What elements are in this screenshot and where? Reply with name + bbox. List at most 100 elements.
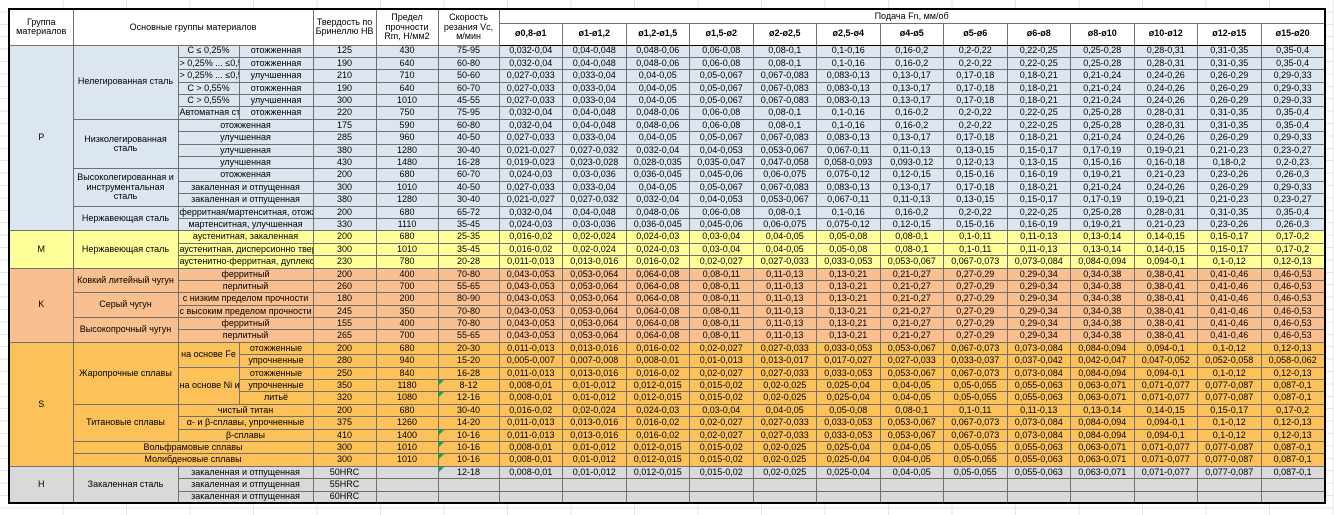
speed-cell[interactable]: 55-65 bbox=[437, 279, 500, 294]
feed-cell[interactable]: 0,13-0,14 bbox=[1070, 403, 1135, 418]
subgroup-cell[interactable]: на основе Ni и Co bbox=[177, 366, 240, 405]
feed-cell[interactable]: 0,012-0,015 bbox=[625, 453, 691, 467]
feed-cell[interactable]: 0,16-0,2 bbox=[879, 205, 945, 219]
feed-cell[interactable]: 0,067-0,073 bbox=[943, 255, 1008, 269]
feed-cell[interactable]: 0,06-0,08 bbox=[689, 44, 754, 58]
speed-cell[interactable]: 80-90 bbox=[437, 292, 500, 306]
feed-cell[interactable]: 0,013-0,016 bbox=[562, 428, 627, 443]
feed-cell[interactable]: 0,1-0,12 bbox=[1197, 366, 1262, 381]
feed-cell[interactable]: 0,18-0,21 bbox=[1006, 69, 1072, 83]
feed-cell[interactable]: 0,058-0,093 bbox=[816, 155, 881, 170]
hardness-cell[interactable]: 300 bbox=[312, 94, 377, 108]
feed-cell[interactable]: 0,31-0,35 bbox=[1197, 118, 1262, 133]
feed-cell[interactable]: 0,032-0,04 bbox=[625, 193, 691, 207]
feed-cell[interactable]: 0,027-0,033 bbox=[752, 366, 818, 381]
feed-cell[interactable]: 0,18-0,21 bbox=[1006, 180, 1072, 195]
feed-cell[interactable]: 0,35-0,4 bbox=[1260, 106, 1326, 120]
speed-cell[interactable]: 50-60 bbox=[437, 69, 500, 83]
feed-cell[interactable]: 0,15-0,17 bbox=[1006, 193, 1072, 207]
feed-cell[interactable]: 0,17-0,19 bbox=[1070, 193, 1135, 207]
feed-cell[interactable]: 0,011-0,013 bbox=[498, 341, 564, 356]
feed-cell[interactable]: 0,01-0,012 bbox=[562, 391, 627, 405]
feed-cell[interactable]: 0,04-0,05 bbox=[879, 440, 945, 455]
family-cell[interactable]: Высоколегированная и инструментальная ст… bbox=[72, 168, 179, 207]
feed-cell[interactable]: 0,024-0,03 bbox=[498, 168, 564, 182]
feed-cell[interactable]: 0,38-0,41 bbox=[1133, 304, 1199, 319]
feed-cell[interactable]: 0,23-0,27 bbox=[1260, 143, 1326, 158]
feed-cell[interactable]: 0,15-0,16 bbox=[943, 217, 1008, 232]
feed-cell[interactable]: 0,045-0,06 bbox=[689, 168, 754, 182]
speed-cell[interactable]: 10-16 bbox=[437, 440, 500, 455]
hardness-cell[interactable]: 300 bbox=[312, 453, 377, 467]
feed-cell[interactable]: 0,032-0,04 bbox=[498, 44, 564, 58]
hardness-cell[interactable]: 230 bbox=[312, 255, 377, 269]
feed-cell[interactable]: 0,036-0,045 bbox=[625, 168, 691, 182]
feed-cell[interactable]: 0,067-0,083 bbox=[752, 180, 818, 195]
feed-cell[interactable]: 0,13-0,17 bbox=[879, 180, 945, 195]
header-diameter[interactable]: ø10-ø12 bbox=[1133, 22, 1199, 46]
feed-cell[interactable]: 0,38-0,41 bbox=[1133, 267, 1199, 281]
state-cell[interactable]: упрочненные bbox=[238, 354, 314, 368]
feed-cell[interactable]: 0,087-0,1 bbox=[1260, 379, 1326, 393]
feed-cell[interactable]: 0,01-0,012 bbox=[562, 453, 627, 467]
feed-cell[interactable]: 0,067-0,073 bbox=[943, 366, 1008, 381]
feed-cell[interactable]: 0,071-0,077 bbox=[1133, 440, 1199, 455]
feed-cell[interactable]: 0,34-0,38 bbox=[1070, 329, 1135, 343]
feed-cell[interactable]: 0,21-0,24 bbox=[1070, 180, 1135, 195]
feed-cell[interactable]: 0,05-0,067 bbox=[689, 180, 754, 195]
feed-cell[interactable]: 0,04-0,05 bbox=[752, 230, 818, 244]
feed-cell[interactable]: 0,12-0,15 bbox=[879, 168, 945, 182]
feed-cell[interactable]: 0,46-0,53 bbox=[1260, 267, 1326, 281]
feed-cell[interactable]: 0,033-0,037 bbox=[943, 354, 1008, 368]
speed-cell[interactable]: 60-80 bbox=[437, 56, 500, 71]
state-cell[interactable]: улучшенная bbox=[238, 69, 314, 83]
feed-cell[interactable]: 0,084-0,094 bbox=[1070, 366, 1135, 381]
feed-cell[interactable]: 0,29-0,33 bbox=[1260, 94, 1326, 108]
feed-cell[interactable]: 0,033-0,04 bbox=[562, 81, 627, 96]
feed-cell[interactable]: 0,064-0,08 bbox=[625, 329, 691, 343]
feed-cell[interactable]: 0,25-0,28 bbox=[1070, 56, 1135, 71]
feed-cell[interactable]: 0,01-0,012 bbox=[562, 440, 627, 455]
state-cell[interactable]: ферритная/мартенситная, отожженная bbox=[177, 205, 314, 219]
family-cell[interactable]: Титановые сплавы bbox=[72, 403, 179, 443]
feed-cell[interactable]: 0,075-0,12 bbox=[816, 168, 881, 182]
subgroup-cell[interactable]: C > 0,55% bbox=[177, 94, 240, 108]
feed-cell[interactable]: 0,047-0,058 bbox=[752, 155, 818, 170]
feed-cell[interactable]: 0,34-0,38 bbox=[1070, 317, 1135, 331]
feed-cell[interactable]: 0,027-0,033 bbox=[752, 428, 818, 443]
feed-cell[interactable]: 0,35-0,4 bbox=[1260, 44, 1326, 58]
strength-cell[interactable] bbox=[375, 490, 439, 504]
feed-cell[interactable]: 0,094-0,1 bbox=[1133, 341, 1199, 356]
strength-cell[interactable]: 1480 bbox=[375, 155, 439, 170]
feed-cell[interactable]: 0,18-0,21 bbox=[1006, 81, 1072, 96]
feed-cell[interactable]: 0,01-0,012 bbox=[562, 465, 627, 480]
feed-cell[interactable]: 0,094-0,1 bbox=[1133, 428, 1199, 443]
feed-cell[interactable]: 0,083-0,13 bbox=[816, 94, 881, 108]
hardness-cell[interactable]: 155 bbox=[312, 317, 377, 331]
feed-cell[interactable]: 0,35-0,4 bbox=[1260, 56, 1326, 71]
feed-cell[interactable]: 0,043-0,053 bbox=[498, 304, 564, 319]
feed-cell[interactable]: 0,04-0,048 bbox=[562, 106, 627, 120]
feed-cell[interactable]: 0,21-0,24 bbox=[1070, 81, 1135, 96]
feed-cell[interactable]: 0,29-0,34 bbox=[1006, 304, 1072, 319]
strength-cell[interactable]: 1080 bbox=[375, 391, 439, 405]
feed-cell[interactable]: 0,053-0,067 bbox=[879, 255, 945, 269]
feed-cell[interactable]: 0,015-0,02 bbox=[689, 440, 754, 455]
feed-cell[interactable]: 0,21-0,23 bbox=[1197, 193, 1262, 207]
speed-cell[interactable]: 30-40 bbox=[437, 403, 500, 418]
feed-cell[interactable]: 0,17-0,18 bbox=[943, 131, 1008, 145]
state-cell[interactable]: аустенитно-ферритная, дуплексная bbox=[177, 255, 314, 269]
feed-cell[interactable]: 0,035-0,047 bbox=[689, 155, 754, 170]
speed-cell[interactable]: 20-30 bbox=[437, 341, 500, 356]
feed-cell[interactable]: 0,1-0,16 bbox=[816, 106, 881, 120]
feed-cell[interactable]: 0,073-0,084 bbox=[1006, 366, 1072, 381]
feed-cell[interactable]: 0,012-0,015 bbox=[625, 379, 691, 393]
hardness-cell[interactable]: 430 bbox=[312, 155, 377, 170]
feed-cell[interactable]: 0,13-0,21 bbox=[816, 292, 881, 306]
feed-cell[interactable] bbox=[816, 490, 881, 504]
strength-cell[interactable]: 700 bbox=[375, 329, 439, 343]
feed-cell[interactable]: 0,071-0,077 bbox=[1133, 379, 1199, 393]
feed-cell[interactable]: 0,21-0,24 bbox=[1070, 69, 1135, 83]
feed-cell[interactable]: 0,21-0,23 bbox=[1133, 217, 1199, 232]
feed-cell[interactable]: 0,29-0,33 bbox=[1260, 131, 1326, 145]
